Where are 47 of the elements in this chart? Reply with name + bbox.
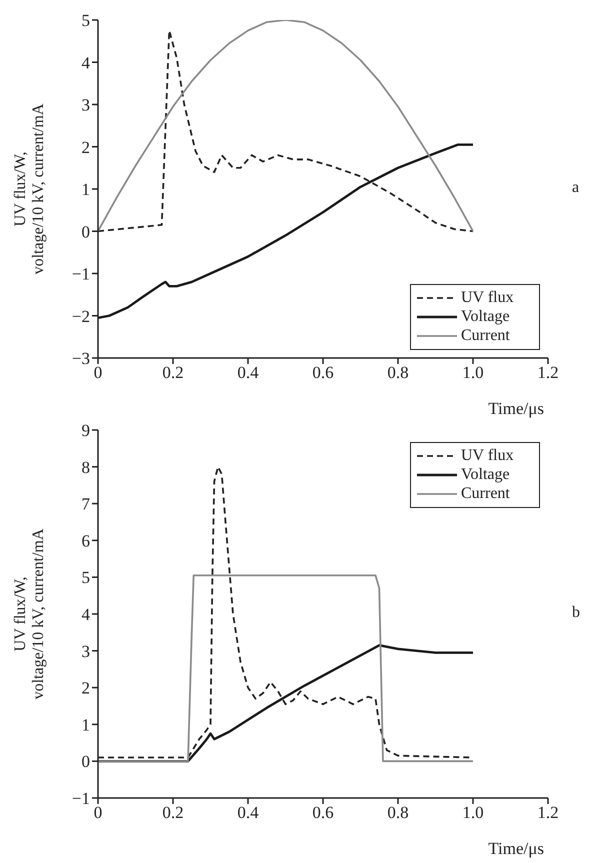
x-axis-title: Time/μs (488, 399, 544, 418)
x-tick-label: 0.8 (387, 363, 409, 382)
text: a (572, 179, 580, 197)
y-tick-label: 7 (82, 494, 90, 514)
legend-label: Voltage (461, 307, 510, 326)
y-tick-label: 5 (82, 568, 90, 588)
y-tick-label: 1 (82, 715, 90, 734)
y-tick-label: 9 (82, 421, 90, 440)
legend-label: Current (461, 326, 510, 345)
y-tick-label: 3 (82, 96, 90, 115)
y-tick-label: 5 (82, 11, 90, 30)
x-axis-title: Time/μs (488, 839, 544, 858)
y-tick-label: −1 (72, 264, 90, 284)
x-tick-label: 0.2 (162, 803, 184, 822)
x-tick-label: 1.2 (537, 803, 559, 822)
y-tick-label: −1 (72, 789, 90, 808)
y-axis-title: UV flux/W, voltage/10 kV, current/mA (12, 528, 47, 700)
y-tick-label: 4 (82, 605, 90, 624)
y-tick-label: 3 (82, 642, 90, 661)
legend-label: UV flux (461, 288, 514, 307)
x-tick-label: 0.6 (312, 363, 334, 382)
y-tick-label: 1 (82, 180, 90, 200)
x-tick-label: 0.8 (387, 803, 409, 822)
x-tick-label: 0.2 (162, 363, 184, 382)
y-tick-label: 6 (82, 531, 90, 550)
line-series (98, 574, 474, 762)
text: b (572, 604, 580, 622)
y-axis-title: UV flux/W, voltage/10 kV, current/mA (12, 103, 47, 274)
x-tick-label: 0.6 (312, 803, 334, 822)
x-tick-label: 1.0 (462, 363, 484, 382)
y-tick-label: 4 (82, 53, 90, 72)
y-tick-label: 0 (82, 752, 90, 772)
x-tick-label: 1.0 (462, 803, 484, 822)
y-tick-label: 8 (82, 458, 90, 477)
y-tick-label: 2 (82, 138, 90, 157)
x-tick-label: 0 (94, 363, 102, 382)
y-tick-label: −2 (72, 306, 90, 326)
x-tick-label: 0.4 (237, 803, 260, 822)
x-tick-label: 0.4 (237, 363, 260, 382)
legend-label: Voltage (461, 465, 510, 484)
y-tick-label: 2 (82, 678, 90, 698)
y-tick-label: 0 (82, 222, 90, 242)
legend-label: UV flux (461, 446, 514, 465)
legend-label: Current (461, 484, 510, 503)
y-tick-label: −3 (72, 349, 90, 368)
x-tick-label: 1.2 (537, 363, 559, 382)
x-tick-label: 0 (94, 803, 102, 822)
